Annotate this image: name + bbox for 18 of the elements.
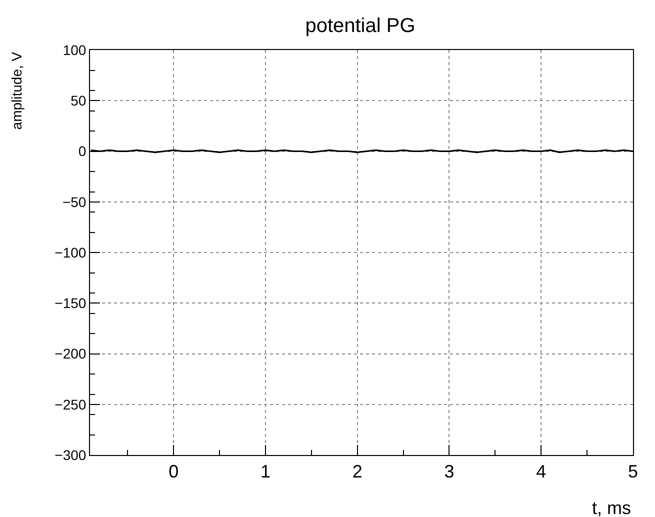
- x-tick-label: 5: [628, 462, 638, 482]
- y-axis-title: amplitude, V: [8, 51, 25, 130]
- y-tick-label: −300: [54, 446, 86, 463]
- y-tick-label: −100: [54, 244, 86, 260]
- x-tick-label: 3: [444, 462, 454, 482]
- x-axis-title: t, ms: [592, 498, 631, 517]
- y-tick-label: −200: [54, 346, 86, 362]
- x-tick-label: 2: [352, 462, 362, 482]
- y-tick-label: 0: [78, 143, 86, 160]
- x-tick-label: 1: [260, 462, 270, 482]
- y-tick-label: 100: [62, 42, 86, 58]
- y-tick-label: −50: [62, 194, 86, 210]
- y-tick-label: −150: [54, 295, 86, 312]
- x-tick-label: 0: [168, 462, 179, 482]
- x-tick-label: 4: [536, 462, 546, 482]
- y-tick-label: 50: [70, 92, 86, 109]
- y-tick-label: −250: [54, 396, 86, 412]
- chart-title: potential PG: [305, 15, 416, 38]
